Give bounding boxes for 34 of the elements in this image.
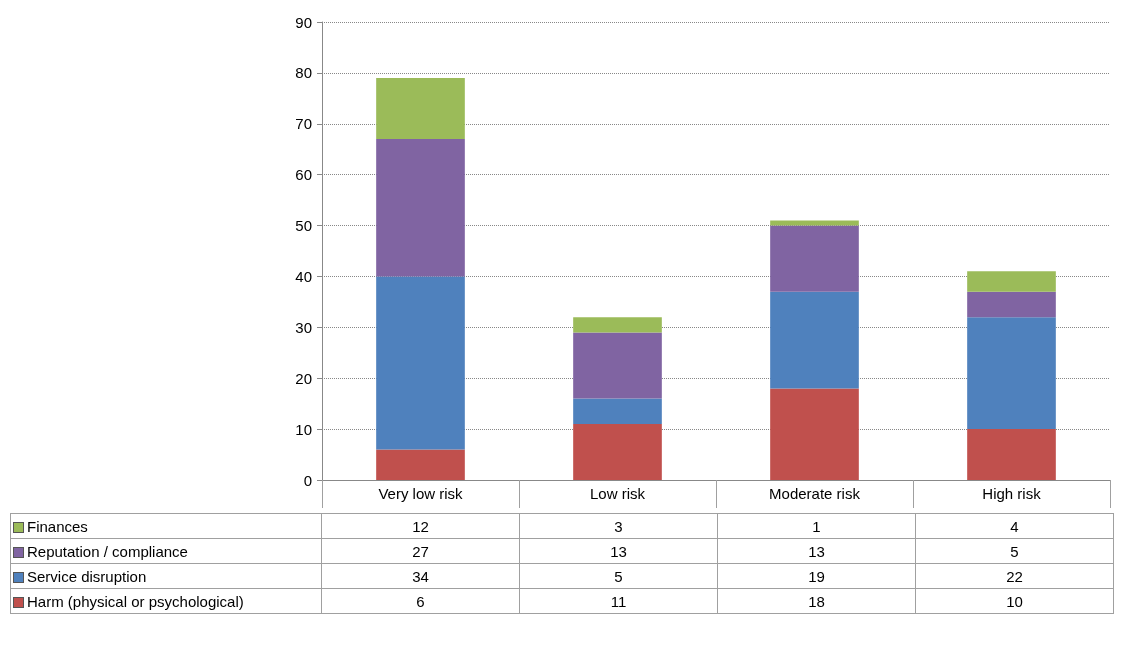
legend-label: Harm (physical or psychological) — [10, 588, 322, 614]
x-tick-label: Very low risk — [378, 485, 464, 502]
data-label: 5 — [519, 563, 718, 589]
data-label: 18 — [717, 588, 916, 614]
y-tick-label: 70 — [295, 115, 312, 133]
data-label: 3 — [519, 513, 718, 539]
data-label: 6 — [321, 588, 520, 614]
data-label: 10 — [915, 588, 1114, 614]
data-label: 13 — [519, 538, 718, 564]
data-label: 22 — [915, 563, 1114, 589]
data-label: 4 — [915, 513, 1114, 539]
y-tick-label: 80 — [295, 64, 312, 82]
data-label: 34 — [321, 563, 520, 589]
x-tick-label: Moderate risk — [769, 485, 861, 502]
data-label: 13 — [717, 538, 916, 564]
y-tick-label: 50 — [295, 217, 312, 235]
data-label: 1 — [717, 513, 916, 539]
data-label: 27 — [321, 538, 520, 564]
legend-label: Reputation / compliance — [10, 538, 322, 564]
y-tick-label: 0 — [303, 471, 312, 489]
legend-label: Finances — [10, 513, 322, 539]
y-tick-label: 10 — [295, 420, 312, 438]
x-tick-label: Low risk — [589, 485, 646, 502]
y-tick-label: 40 — [295, 267, 312, 285]
y-tick-label: 60 — [295, 166, 312, 184]
y-tick-label: 20 — [295, 369, 312, 387]
legend-label: Service disruption — [10, 563, 322, 589]
data-label: 12 — [321, 513, 520, 539]
data-label: 11 — [519, 588, 718, 614]
data-label: 5 — [915, 538, 1114, 564]
x-tick-label: High risk — [982, 485, 1042, 502]
data-label: 19 — [717, 563, 916, 589]
y-tick-label: 30 — [295, 318, 312, 336]
y-tick-label: 90 — [295, 13, 312, 31]
